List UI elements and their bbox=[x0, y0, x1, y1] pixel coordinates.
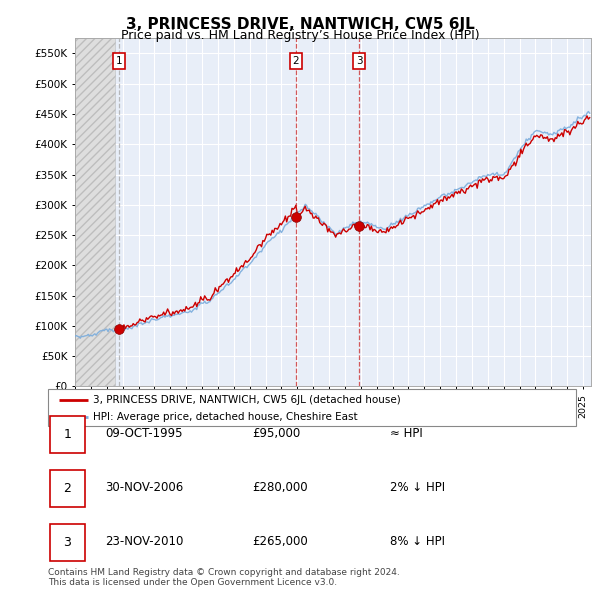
FancyBboxPatch shape bbox=[50, 470, 85, 507]
FancyBboxPatch shape bbox=[50, 416, 85, 453]
Text: £280,000: £280,000 bbox=[252, 481, 308, 494]
Text: 3, PRINCESS DRIVE, NANTWICH, CW5 6JL (detached house): 3, PRINCESS DRIVE, NANTWICH, CW5 6JL (de… bbox=[93, 395, 401, 405]
FancyBboxPatch shape bbox=[48, 389, 576, 426]
Text: 2% ↓ HPI: 2% ↓ HPI bbox=[390, 481, 445, 494]
Text: 1: 1 bbox=[64, 428, 71, 441]
Text: 8% ↓ HPI: 8% ↓ HPI bbox=[390, 535, 445, 548]
Text: 09-OCT-1995: 09-OCT-1995 bbox=[105, 427, 182, 440]
Text: Price paid vs. HM Land Registry’s House Price Index (HPI): Price paid vs. HM Land Registry’s House … bbox=[121, 30, 479, 42]
Text: 3: 3 bbox=[64, 536, 71, 549]
Text: ≈ HPI: ≈ HPI bbox=[390, 427, 423, 440]
Text: 3, PRINCESS DRIVE, NANTWICH, CW5 6JL: 3, PRINCESS DRIVE, NANTWICH, CW5 6JL bbox=[125, 17, 475, 31]
Text: 1: 1 bbox=[115, 56, 122, 66]
Text: HPI: Average price, detached house, Cheshire East: HPI: Average price, detached house, Ches… bbox=[93, 412, 358, 422]
FancyBboxPatch shape bbox=[50, 525, 85, 562]
Text: £95,000: £95,000 bbox=[252, 427, 300, 440]
Text: £265,000: £265,000 bbox=[252, 535, 308, 548]
Text: 2: 2 bbox=[293, 56, 299, 66]
Text: Contains HM Land Registry data © Crown copyright and database right 2024.: Contains HM Land Registry data © Crown c… bbox=[48, 568, 400, 577]
Text: This data is licensed under the Open Government Licence v3.0.: This data is licensed under the Open Gov… bbox=[48, 578, 337, 587]
Text: 3: 3 bbox=[356, 56, 362, 66]
Text: 2: 2 bbox=[64, 482, 71, 495]
Text: 30-NOV-2006: 30-NOV-2006 bbox=[105, 481, 183, 494]
Text: 23-NOV-2010: 23-NOV-2010 bbox=[105, 535, 184, 548]
